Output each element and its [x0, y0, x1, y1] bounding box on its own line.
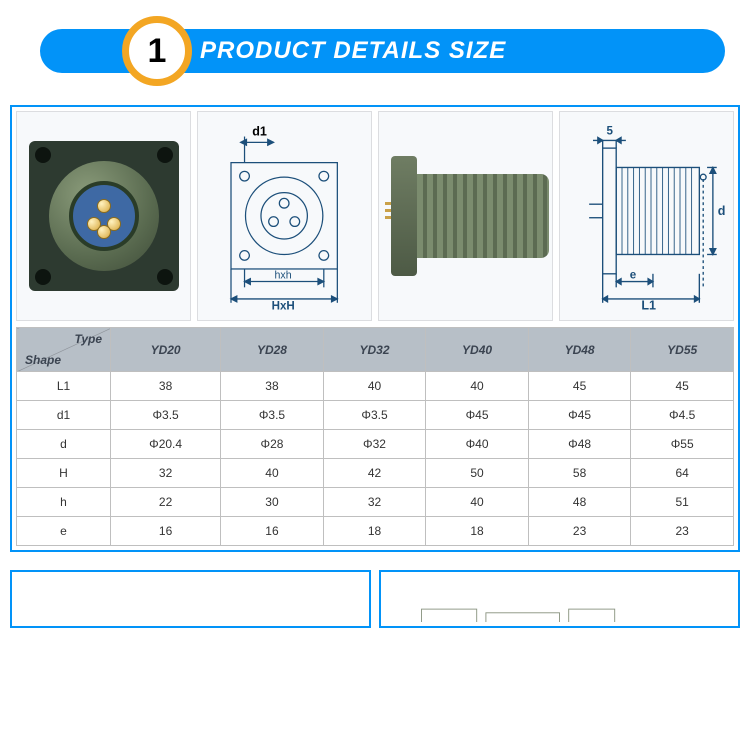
photo-front-connector: [16, 111, 191, 321]
details-section: d1 hxh HxH: [10, 105, 740, 552]
corner-type-label: Type: [74, 332, 102, 346]
diagram-side: 5 d e L1: [559, 111, 734, 321]
label-5: 5: [607, 125, 614, 138]
cell: 16: [221, 517, 324, 546]
cell: 32: [111, 459, 221, 488]
table-row: L1383840404545: [17, 372, 734, 401]
cell: 40: [426, 488, 529, 517]
col-YD48: YD48: [528, 328, 631, 372]
row-label: h: [17, 488, 111, 517]
cell: 51: [631, 488, 734, 517]
table-row: e161618182323: [17, 517, 734, 546]
corner-shape-label: Shape: [25, 353, 61, 367]
row-label: d1: [17, 401, 111, 430]
cell: 22: [111, 488, 221, 517]
col-YD28: YD28: [221, 328, 324, 372]
cell: Φ3.5: [323, 401, 426, 430]
cell: Φ28: [221, 430, 324, 459]
cell: 30: [221, 488, 324, 517]
cell: 45: [528, 372, 631, 401]
cell: 16: [111, 517, 221, 546]
cell: Φ55: [631, 430, 734, 459]
section-number: 1: [148, 32, 167, 71]
cell: 23: [528, 517, 631, 546]
cell: Φ32: [323, 430, 426, 459]
cell: 18: [323, 517, 426, 546]
cell: Φ45: [528, 401, 631, 430]
cell: 23: [631, 517, 734, 546]
preview-panel-right: [379, 570, 740, 628]
cell: Φ3.5: [221, 401, 324, 430]
image-row: d1 hxh HxH: [16, 111, 734, 321]
cell: Φ40: [426, 430, 529, 459]
col-YD32: YD32: [323, 328, 426, 372]
table-row: dΦ20.4Φ28Φ32Φ40Φ48Φ55: [17, 430, 734, 459]
cell: 48: [528, 488, 631, 517]
cell: 50: [426, 459, 529, 488]
label-L1: L1: [642, 299, 657, 313]
row-label: H: [17, 459, 111, 488]
row-label: d: [17, 430, 111, 459]
col-YD55: YD55: [631, 328, 734, 372]
next-section-preview: [10, 570, 740, 628]
spec-table: Type Shape YD20 YD28 YD32 YD40 YD48 YD55…: [16, 327, 734, 546]
label-e: e: [630, 269, 637, 282]
row-label: L1: [17, 372, 111, 401]
cell: 40: [323, 372, 426, 401]
cell: Φ20.4: [111, 430, 221, 459]
label-HxH: HxH: [272, 300, 295, 313]
row-label: e: [17, 517, 111, 546]
label-d1: d1: [253, 125, 268, 139]
header-title: PRODUCT DETAILS SIZE: [200, 37, 506, 65]
section-header: PRODUCT DETAILS SIZE 1: [10, 15, 740, 85]
cell: 40: [426, 372, 529, 401]
table-header-row: Type Shape YD20 YD28 YD32 YD40 YD48 YD55: [17, 328, 734, 372]
table-row: H324042505864: [17, 459, 734, 488]
cell: 58: [528, 459, 631, 488]
photo-side-connector: [378, 111, 553, 321]
table-row: h223032404851: [17, 488, 734, 517]
table-corner-cell: Type Shape: [17, 328, 111, 372]
cell: 18: [426, 517, 529, 546]
cell: Φ48: [528, 430, 631, 459]
preview-panel-left: [10, 570, 371, 628]
table-row: d1Φ3.5Φ3.5Φ3.5Φ45Φ45Φ4.5: [17, 401, 734, 430]
cell: 64: [631, 459, 734, 488]
col-YD40: YD40: [426, 328, 529, 372]
label-d: d: [718, 204, 726, 218]
cell: 45: [631, 372, 734, 401]
cell: Φ45: [426, 401, 529, 430]
cell: 38: [111, 372, 221, 401]
cell: Φ3.5: [111, 401, 221, 430]
cell: 38: [221, 372, 324, 401]
label-hxh-small: hxh: [275, 270, 292, 282]
cell: 42: [323, 459, 426, 488]
cell: Φ4.5: [631, 401, 734, 430]
section-number-badge: 1: [122, 16, 192, 86]
diagram-flange: d1 hxh HxH: [197, 111, 372, 321]
cell: 40: [221, 459, 324, 488]
col-YD20: YD20: [111, 328, 221, 372]
cell: 32: [323, 488, 426, 517]
